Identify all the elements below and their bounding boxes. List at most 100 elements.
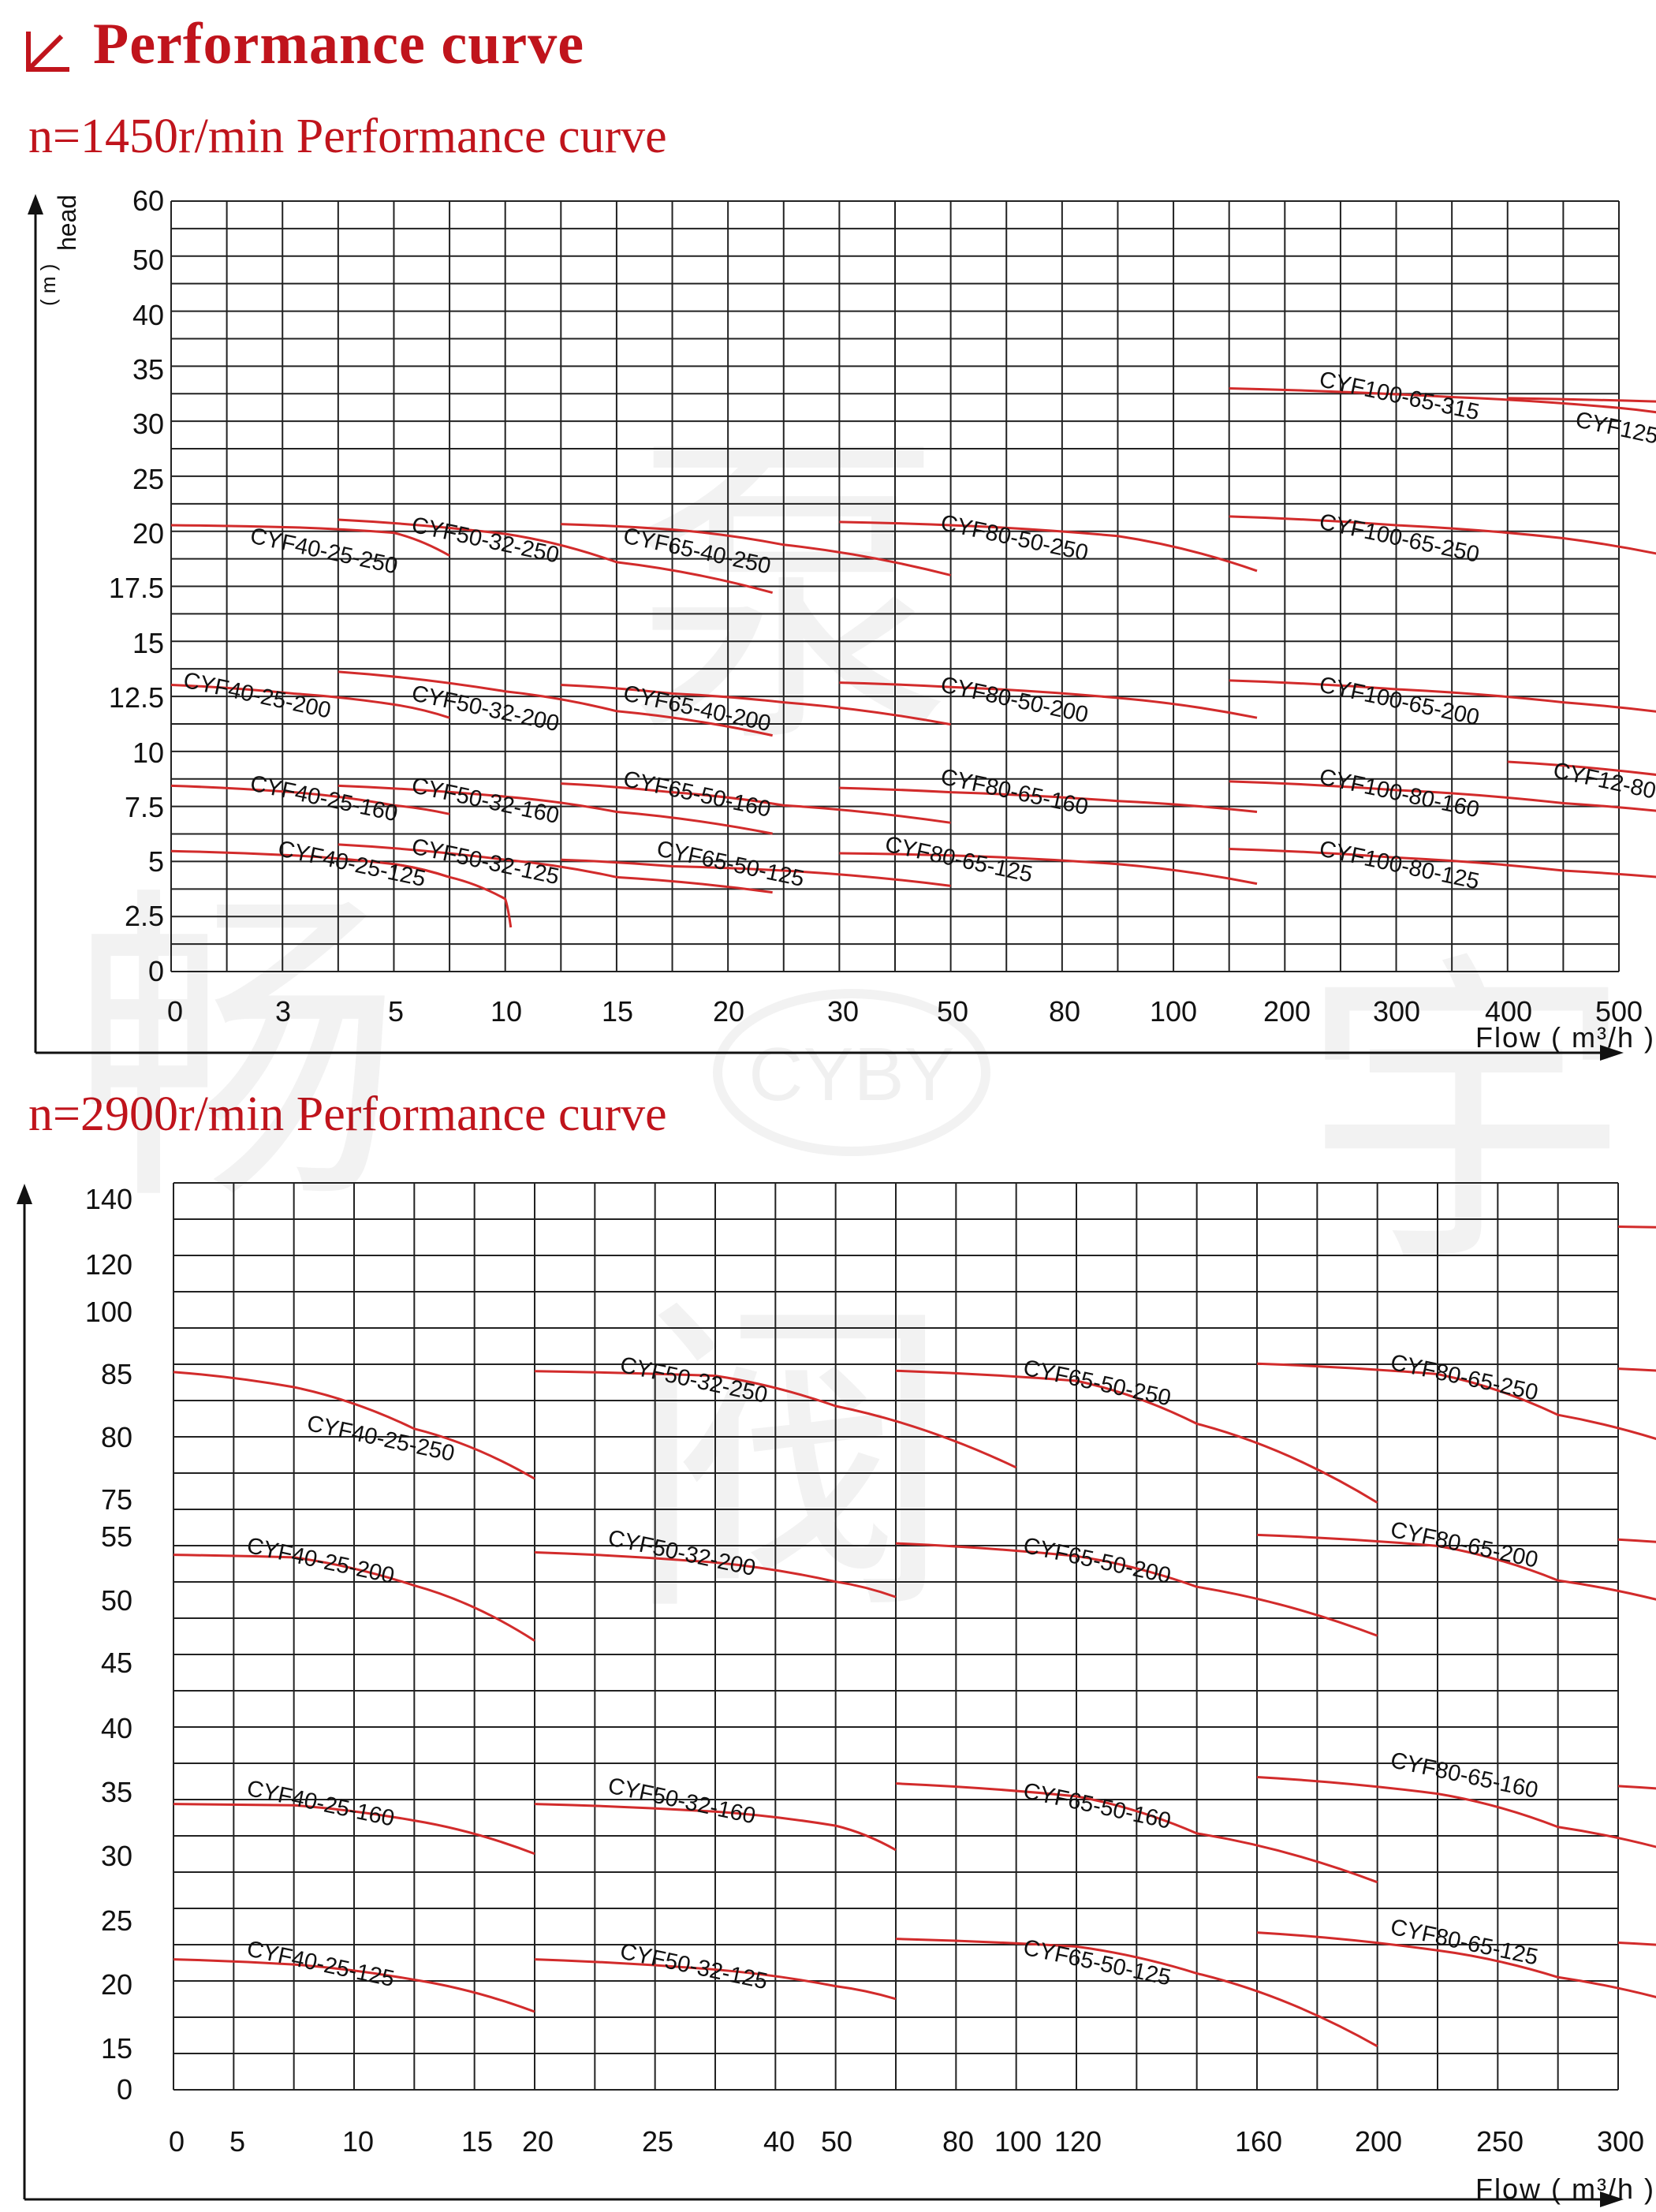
curve-cyf50-32-160 (534, 1803, 897, 1852)
curve-cyf80-65-250 (1256, 1362, 1656, 1441)
curve-label: CYF100-65-200 (1317, 672, 1481, 730)
y-tick-label: 30 (132, 408, 164, 440)
curve-cyf100-80-160 (1617, 1785, 1656, 1790)
watermark-glyph: 宇 (1301, 931, 1632, 1301)
curve-label: CYF100-80-160 (1317, 764, 1481, 823)
y-tick-label: 45 (101, 1647, 132, 1679)
x-tick-label: 200 (1355, 2125, 1402, 2158)
curve-cyf100-65-200 (1617, 1538, 1656, 1543)
curve-label: CYF100-65-315 (1317, 367, 1481, 425)
y-tick-label: 15 (101, 2032, 132, 2065)
curve-cyf100-80-160 (1229, 780, 1656, 812)
y-tick-label: 0 (117, 2073, 132, 2106)
curve-cyf40-25-160 (170, 784, 450, 815)
curve-cyf125-100-315 (1507, 397, 1656, 403)
y-tick-label: 120 (85, 1248, 132, 1281)
curve-cyf100-80-125 (1617, 1942, 1656, 1946)
x-tick-label: 160 (1235, 2125, 1282, 2158)
curve-label: CYF50-32-250 (409, 513, 561, 569)
watermark-glyph: 阀 (623, 1278, 954, 1648)
curve-cyf100-65-250 (1229, 515, 1656, 555)
curve-cyf100-65-200 (1229, 679, 1656, 713)
curve-label: CYF65-50-160 (1021, 1778, 1173, 1834)
x-tick-label: 15 (602, 995, 633, 1028)
curve-cyf80-50-200 (839, 681, 1258, 719)
curve-cyf80-50-250 (839, 520, 1258, 573)
curve-cyf80-65-200 (1256, 1533, 1656, 1601)
curve-label: CYF80-50-200 (938, 672, 1091, 728)
x-axis-title: Flow ( m³/h ) (1475, 1021, 1655, 1054)
x-tick-label: 80 (942, 2125, 974, 2158)
corner-arrow-icon (26, 32, 69, 72)
curve-cyf65-40-250 (561, 523, 951, 576)
curve-cyf50-32-200 (338, 670, 773, 737)
y-tick-label: 25 (101, 1904, 132, 1937)
watermark-seal-text: CYBY (748, 1032, 954, 1117)
x-tick-label: 0 (169, 2125, 185, 2158)
y-tick-label: 30 (101, 1840, 132, 1872)
curve-cyf12-80-160 (1507, 760, 1656, 776)
x-tick-label: 15 (461, 2125, 493, 2158)
curve-cyf65-40-200 (561, 683, 951, 726)
y-tick-label: 12.5 (109, 681, 164, 714)
y-tick-label: 0 (148, 955, 164, 987)
x-tick-label: 50 (821, 2125, 852, 2158)
y-tick-label: 140 (85, 1183, 132, 1215)
curve-cyf50-32-250 (534, 1370, 1017, 1469)
curve-cyf40-25-160 (173, 1803, 535, 1856)
curve-cyf100-65-250 (1617, 1367, 1656, 1372)
curve-cyf40-25-125 (173, 1958, 535, 2013)
watermark: 畅宇泵阀CYBY (71, 411, 1632, 1648)
chart-2900: 0 15 20 25 30 35 40 45 50 55 75 80 85 100 120 140 0 5 10 15… (17, 1182, 1656, 2207)
curve-cyf65-50-160 (561, 782, 951, 824)
x-tick-label: 80 (1049, 995, 1080, 1028)
y-tick-label: 60 (132, 185, 164, 217)
curve-label: CYF80-65-160 (938, 764, 1091, 820)
x-tick-label: 100 (994, 2125, 1042, 2158)
x-tick-label: 250 (1476, 2125, 1524, 2158)
x-tick-label: 120 (1054, 2125, 1102, 2158)
y-tick-label: 80 (101, 1421, 132, 1453)
curve-label: CYF65-50-200 (1021, 1533, 1173, 1589)
y-tick-label: 20 (101, 1968, 132, 2001)
curve-label: CYF125-100-315 (1573, 407, 1656, 468)
y-tick-label: 35 (132, 353, 164, 386)
curve-cyf50-32-250 (338, 518, 774, 595)
x-tick-label: 500 (1595, 995, 1643, 1028)
y-tick-label: 35 (101, 1776, 132, 1808)
curve-cyf40-25-250 (173, 1371, 535, 1480)
curve-cyf40-25-125-extended (393, 863, 513, 928)
curve-label: CYF80-65-125 (1388, 1915, 1540, 1971)
watermark-seal (713, 989, 990, 1156)
curve-label: CYF65-50-125 (1021, 1935, 1173, 1991)
x-tick-label: 25 (642, 2125, 673, 2158)
x-tick-label: 30 (827, 995, 859, 1028)
x-tick-label: 40 (763, 2125, 795, 2158)
y-tick-label: 2.5 (125, 900, 164, 932)
curve-label: CYF80-65-250 (1388, 1350, 1540, 1406)
curve-cyf80-65-160 (1256, 1776, 1656, 1848)
chart-1450-title: n=1450r/min Performance curve (28, 110, 667, 163)
curve-cyf40-25-250 (170, 524, 450, 557)
y-tick-label: 50 (101, 1584, 132, 1617)
x-tick-label: 3 (275, 995, 291, 1028)
x-axis-arrow-icon (1600, 1045, 1624, 1061)
y-axis-title: head (53, 195, 81, 251)
y-tick-label: 55 (101, 1520, 132, 1553)
x-tick-label: 100 (1150, 995, 1197, 1028)
curve-label: CYF40-25-200 (181, 668, 334, 724)
curve-cyf50-32-125 (534, 1958, 897, 2001)
y-tick-label: 15 (132, 627, 164, 659)
x-tick-label: 300 (1373, 995, 1420, 1028)
curve-cyf50-32-125 (338, 843, 773, 894)
curve-label: CYF80-50-250 (938, 510, 1091, 566)
y-tick-label: 17.5 (109, 572, 164, 604)
x-axis-title: Flow ( m³/h ) (1475, 2173, 1655, 2205)
curve-cyf100-65-315 (1229, 386, 1656, 414)
x-tick-label: 300 (1597, 2125, 1644, 2158)
curve-cyf100-80-125 (1229, 847, 1656, 878)
y-axis-unit: ( m ) (36, 264, 60, 306)
curve-cyf65-50-250 (895, 1369, 1378, 1504)
